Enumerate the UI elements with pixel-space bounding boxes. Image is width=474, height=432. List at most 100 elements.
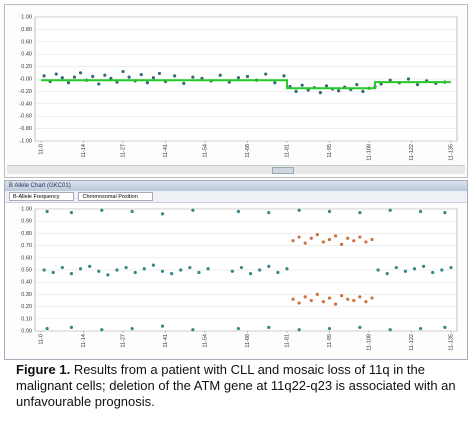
point: [97, 82, 101, 86]
dropdown[interactable]: Chromosomal Position: [78, 192, 153, 201]
point: [297, 235, 301, 239]
point: [306, 88, 310, 92]
point: [288, 84, 292, 89]
point: [352, 239, 356, 243]
point: [297, 208, 301, 212]
y-tick-label: -0.20: [19, 89, 32, 95]
point: [418, 326, 423, 331]
panel-title: B Allele Chart (GKC01): [5, 181, 467, 191]
y-tick-label: -0.60: [19, 114, 32, 120]
toolbar: B-Allele Frequency Chromosomal Position: [5, 191, 467, 203]
point: [291, 297, 295, 301]
point: [200, 76, 204, 80]
x-tick-label: 11-135: [448, 334, 454, 351]
x-tick-label: 11-108: [366, 144, 372, 161]
caption-text: Results from a patient with CLL and mosa…: [16, 362, 456, 409]
point: [327, 296, 332, 300]
point: [324, 84, 329, 88]
point: [66, 81, 70, 85]
point: [106, 273, 110, 277]
point: [315, 233, 319, 237]
point: [361, 89, 365, 93]
point: [321, 300, 326, 304]
point: [291, 239, 295, 243]
point: [69, 325, 74, 329]
x-tick-label: 11-95: [327, 334, 333, 348]
point: [72, 75, 77, 79]
y-tick-label: -0.80: [19, 126, 32, 132]
point: [236, 209, 241, 214]
y-tick-label: 0.50: [21, 267, 32, 273]
point: [321, 240, 326, 244]
y-tick-label: 0.20: [21, 64, 32, 70]
x-tick-label: 11-95: [327, 144, 333, 158]
y-tick-label: 0.60: [21, 255, 32, 261]
y-tick-label: -0.00: [19, 76, 32, 82]
point: [91, 74, 95, 79]
point: [264, 72, 268, 76]
point: [239, 265, 244, 270]
point: [179, 268, 183, 272]
point: [54, 72, 58, 76]
point: [273, 81, 277, 85]
point: [227, 80, 231, 84]
scrollbar[interactable]: [7, 165, 465, 174]
x-tick-label: 11-27: [120, 334, 126, 348]
point: [415, 82, 420, 87]
point: [121, 69, 125, 74]
point: [422, 264, 426, 268]
y-tick-label: 1.00: [21, 14, 32, 20]
point: [191, 75, 195, 79]
chart: 1.00 0.80 0.60 0.40 0.20 -0.00 -0.20 -0.40 -0.60…: [19, 14, 458, 161]
dropdown[interactable]: B-Allele Frequency: [9, 192, 75, 201]
point: [151, 263, 156, 267]
y-tick-label: 0.90: [21, 219, 32, 225]
y-tick-label: 0.40: [21, 280, 32, 286]
chart: 1.00 0.90 0.80 0.70 0.60 0.50 0.40 0.30 0.20 0.10…: [21, 206, 458, 351]
point: [431, 270, 435, 275]
point: [236, 76, 241, 80]
point: [336, 89, 341, 93]
point: [115, 268, 119, 272]
point: [191, 208, 195, 212]
point: [315, 292, 319, 296]
x-tick-label: 11-54: [202, 144, 208, 158]
point: [69, 272, 74, 276]
point: [133, 270, 137, 275]
point: [358, 325, 362, 329]
point: [388, 78, 392, 82]
point: [42, 74, 46, 78]
x-tick-label: 11-68: [245, 334, 251, 348]
point: [127, 75, 131, 79]
point: [151, 76, 156, 80]
x-tick-label: 11-41: [163, 144, 169, 158]
point: [78, 267, 83, 271]
point: [218, 73, 222, 77]
point: [45, 326, 49, 331]
point: [358, 235, 362, 239]
scroll-thumb[interactable]: [272, 167, 294, 174]
y-tick-label: 1.00: [21, 206, 32, 212]
point: [309, 236, 313, 240]
point: [139, 73, 143, 77]
point: [160, 212, 165, 216]
y-tick-label: 0.30: [21, 292, 32, 298]
point: [45, 209, 49, 214]
point: [449, 265, 453, 270]
y-tick-label: 0.10: [21, 316, 32, 322]
y-tick-label: 0.40: [21, 52, 32, 58]
point: [355, 82, 359, 87]
point: [364, 240, 368, 244]
point: [358, 295, 362, 299]
point: [267, 264, 271, 268]
point: [100, 208, 104, 212]
point: [267, 211, 271, 215]
point: [160, 269, 165, 273]
y-tick-label: 0.70: [21, 243, 32, 249]
point: [370, 296, 374, 300]
point: [191, 328, 195, 332]
point: [88, 264, 92, 268]
y-tick-label: 0.00: [21, 328, 32, 334]
y-tick-label: 0.80: [21, 231, 32, 237]
point: [394, 265, 398, 270]
